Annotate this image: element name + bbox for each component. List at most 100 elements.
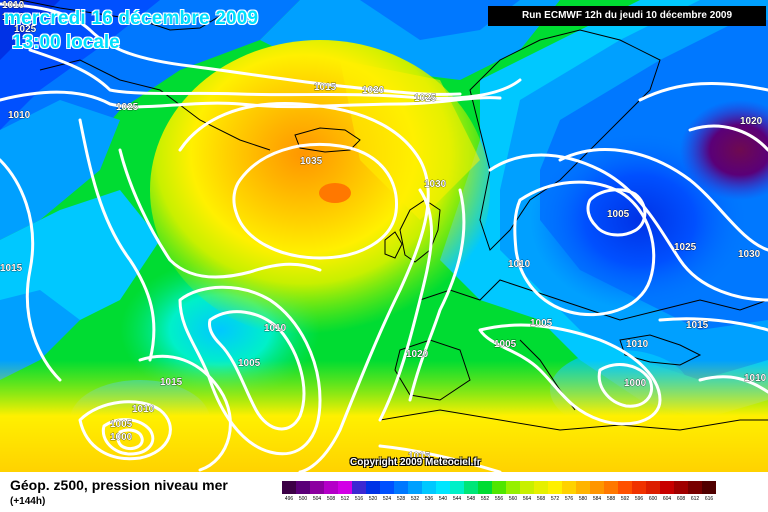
scale-tick-label: 516 xyxy=(354,496,364,502)
scale-tick-label: 596 xyxy=(634,496,644,502)
iso-1025-atlantic-north: 1025 xyxy=(116,102,139,113)
greenland-coast xyxy=(19,0,231,31)
scale-swatch xyxy=(324,481,338,494)
map-canvas: 1010 1010 1025 1025 1010 1015 1020 1025 … xyxy=(0,0,768,472)
scale-tick-label: 584 xyxy=(592,496,602,502)
iso-1010-balkans: 1010 xyxy=(626,339,649,350)
scale-tick-label: 560 xyxy=(508,496,518,502)
isobar-1010-europe xyxy=(488,153,768,302)
iso-1005-sw: 1005 xyxy=(110,419,133,430)
scale-tick-label: 504 xyxy=(312,496,322,502)
map-title-date: mercredi 16 décembre 2009 xyxy=(4,8,259,29)
iso-1035-high: 1035 xyxy=(300,156,323,167)
iso-1015-north: 1015 xyxy=(314,82,337,93)
land-outlines xyxy=(19,0,768,431)
scale-tick-label: 528 xyxy=(396,496,406,502)
isobar-1015-north xyxy=(0,2,462,96)
scale-tick-label: 608 xyxy=(676,496,686,502)
isobar-1020-north xyxy=(28,48,522,100)
isobar-1010-sw xyxy=(78,400,172,461)
field-w-cyan xyxy=(0,100,120,240)
scale-swatch xyxy=(632,481,646,494)
iso-1030-east: 1030 xyxy=(738,249,761,260)
iso-1010-west: 1010 xyxy=(8,110,31,121)
iso-1010-atlantic-low: 1010 xyxy=(264,323,287,334)
field-high-core xyxy=(319,183,351,203)
iso-1005-central-eu: 1005 xyxy=(530,318,553,329)
scale-swatch xyxy=(688,481,702,494)
isobar-1020-ne xyxy=(638,81,768,102)
isobar-1025-north xyxy=(0,90,502,109)
iso-1015-morocco: 1015 xyxy=(408,451,431,462)
color-scale-swatches xyxy=(282,481,716,494)
isobar-1005-scandinavia xyxy=(586,188,647,237)
north-africa-coast xyxy=(379,409,768,431)
isobar-1015-atl xyxy=(138,354,232,472)
scale-tick-label: 536 xyxy=(424,496,434,502)
scale-tick-label: 564 xyxy=(522,496,532,502)
greenland-south-coast xyxy=(39,59,271,151)
iso-1020-ne: 1020 xyxy=(740,116,763,127)
scale-tick-label: 616 xyxy=(704,496,714,502)
iso-1020-iberia: 1020 xyxy=(406,349,429,360)
iso-1015-atlantic: 1015 xyxy=(160,377,183,388)
legend-forecast-hour: (+144h) xyxy=(10,496,46,507)
legend-title: Géop. z500, pression niveau mer xyxy=(10,477,228,493)
europe-mainland xyxy=(419,279,768,321)
scale-tick-label: 592 xyxy=(620,496,630,502)
iso-1005-scandinavia: 1005 xyxy=(607,209,630,220)
scale-swatch xyxy=(450,481,464,494)
scale-swatch xyxy=(422,481,436,494)
isobar-1000-sw xyxy=(116,428,144,450)
iceland xyxy=(294,127,361,153)
iso-1030-britain: 1030 xyxy=(424,179,447,190)
scale-tick-label: 548 xyxy=(466,496,476,502)
map-title-time: 13:00 locale xyxy=(12,32,120,53)
scale-tick-label: 540 xyxy=(438,496,448,502)
scale-swatch xyxy=(590,481,604,494)
scale-tick-label: 520 xyxy=(368,496,378,502)
scale-tick-label: 508 xyxy=(326,496,336,502)
iso-1025-topleft: 1025 xyxy=(14,24,37,35)
copyright-text: Copyright 2009 Meteociel.fr xyxy=(350,457,481,468)
field-nw-deeper xyxy=(0,0,60,60)
isobar-1010-balkans xyxy=(478,323,662,426)
iso-1025-russia: 1025 xyxy=(674,242,697,253)
isobar-1000-med xyxy=(597,363,653,408)
legend-footer: Géop. z500, pression niveau mer (+144h) … xyxy=(0,472,768,512)
isobar-1005-central xyxy=(513,180,656,317)
scale-swatch xyxy=(646,481,660,494)
isobar-1025-atlantic xyxy=(118,148,322,279)
scale-tick-label: 604 xyxy=(662,496,672,502)
scale-swatch xyxy=(576,481,590,494)
scale-tick-label: 576 xyxy=(564,496,574,502)
iso-1000-sw: 1000 xyxy=(110,432,133,443)
scale-swatch xyxy=(296,481,310,494)
isobar-1025-britain xyxy=(378,188,433,422)
isobars xyxy=(0,2,768,472)
scale-tick-label: 496 xyxy=(284,496,294,502)
iso-1010-europe: 1010 xyxy=(508,259,531,270)
color-scale-ticks: 496 500 504 508 512 516 520 524 528 532 536 540 544 5… xyxy=(282,494,716,504)
scale-tick-label: 512 xyxy=(340,496,350,502)
isobar-1005-atl-low xyxy=(208,310,306,431)
isobar-1005-sw xyxy=(101,418,155,456)
scale-swatch xyxy=(562,481,576,494)
scale-tick-label: 588 xyxy=(606,496,616,502)
isobar-1010-se xyxy=(698,375,768,394)
iso-1005-atlantic-low: 1005 xyxy=(238,358,261,369)
scale-tick-label: 600 xyxy=(648,496,658,502)
scale-swatch xyxy=(520,481,534,494)
field-w-cyan2 xyxy=(0,290,80,380)
scale-tick-label: 524 xyxy=(382,496,392,502)
scale-swatch xyxy=(436,481,450,494)
scale-swatch xyxy=(408,481,422,494)
iso-1010-sw: 1010 xyxy=(132,404,155,415)
iso-1015-west-edge: 1015 xyxy=(0,263,23,274)
isobar-1015-blacksea xyxy=(658,317,768,332)
weather-map: 1010 1010 1025 1025 1010 1015 1020 1025 … xyxy=(0,0,768,472)
scale-swatch xyxy=(506,481,520,494)
iso-1010-se-edge: 1010 xyxy=(744,373,767,384)
scale-swatch xyxy=(352,481,366,494)
scale-swatch xyxy=(380,481,394,494)
